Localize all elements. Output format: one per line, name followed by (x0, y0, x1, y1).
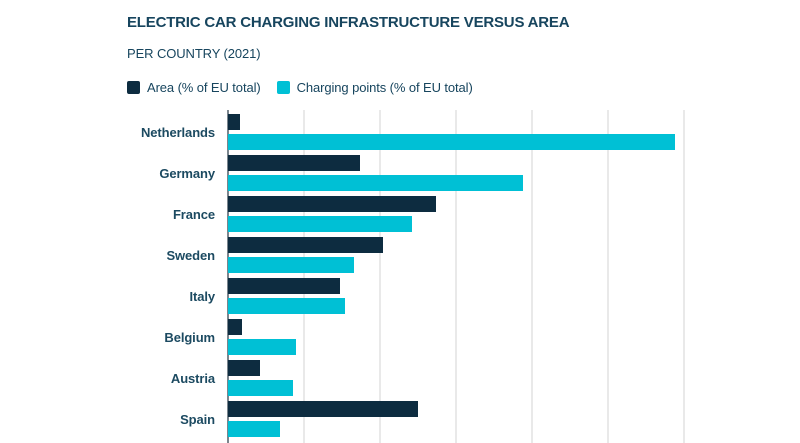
category-label-austria: Austria (170, 371, 215, 386)
charging-points-bar-italy (228, 298, 345, 314)
chart-legend: Area (% of EU total) Charging points (% … (127, 80, 473, 95)
charging-points-bar-spain (228, 421, 280, 437)
charging-points-bar-austria (228, 380, 293, 396)
legend-item-charging-points: Charging points (% of EU total) (276, 80, 473, 95)
chart-title: ELECTRIC CAR CHARGING INFRASTRUCTURE VER… (127, 14, 570, 31)
category-label-belgium: Belgium (164, 330, 215, 345)
legend-label-charging-points: Charging points (% of EU total) (296, 80, 473, 95)
x-gridline (531, 110, 533, 443)
x-gridline (379, 110, 381, 443)
charging-points-bar-sweden (228, 257, 354, 273)
charging-points-bar-belgium (228, 339, 296, 355)
category-label-france: France (172, 207, 215, 222)
charging-points-bar-france (228, 216, 412, 232)
x-gridline (303, 110, 305, 443)
area-bar-austria (228, 360, 260, 376)
category-label-italy: Italy (189, 289, 215, 304)
area-bar-netherlands (228, 114, 240, 130)
x-gridline (607, 110, 609, 443)
category-label-sweden: Sweden (166, 248, 215, 263)
legend-item-area: Area (% of EU total) (127, 80, 261, 95)
legend-label-area: Area (% of EU total) (147, 80, 261, 95)
area-bar-germany (228, 155, 360, 171)
area-bar-spain (228, 401, 418, 417)
category-label-netherlands: Netherlands (140, 125, 215, 140)
category-label-germany: Germany (159, 166, 215, 181)
y-axis-line (227, 110, 229, 443)
area-bar-sweden (228, 237, 383, 253)
area-bar-belgium (228, 319, 242, 335)
charging-points-bar-netherlands (228, 134, 675, 150)
category-label-spain: Spain (180, 412, 215, 427)
x-gridline (455, 110, 457, 443)
charging-points-bar-germany (228, 175, 523, 191)
x-gridline (683, 110, 685, 443)
legend-swatch-charging-points-icon (276, 81, 290, 94)
legend-swatch-area-icon (127, 81, 140, 94)
area-bar-italy (228, 278, 340, 294)
chart-subtitle: PER COUNTRY (2021) (127, 46, 261, 61)
area-bar-france (228, 196, 436, 212)
